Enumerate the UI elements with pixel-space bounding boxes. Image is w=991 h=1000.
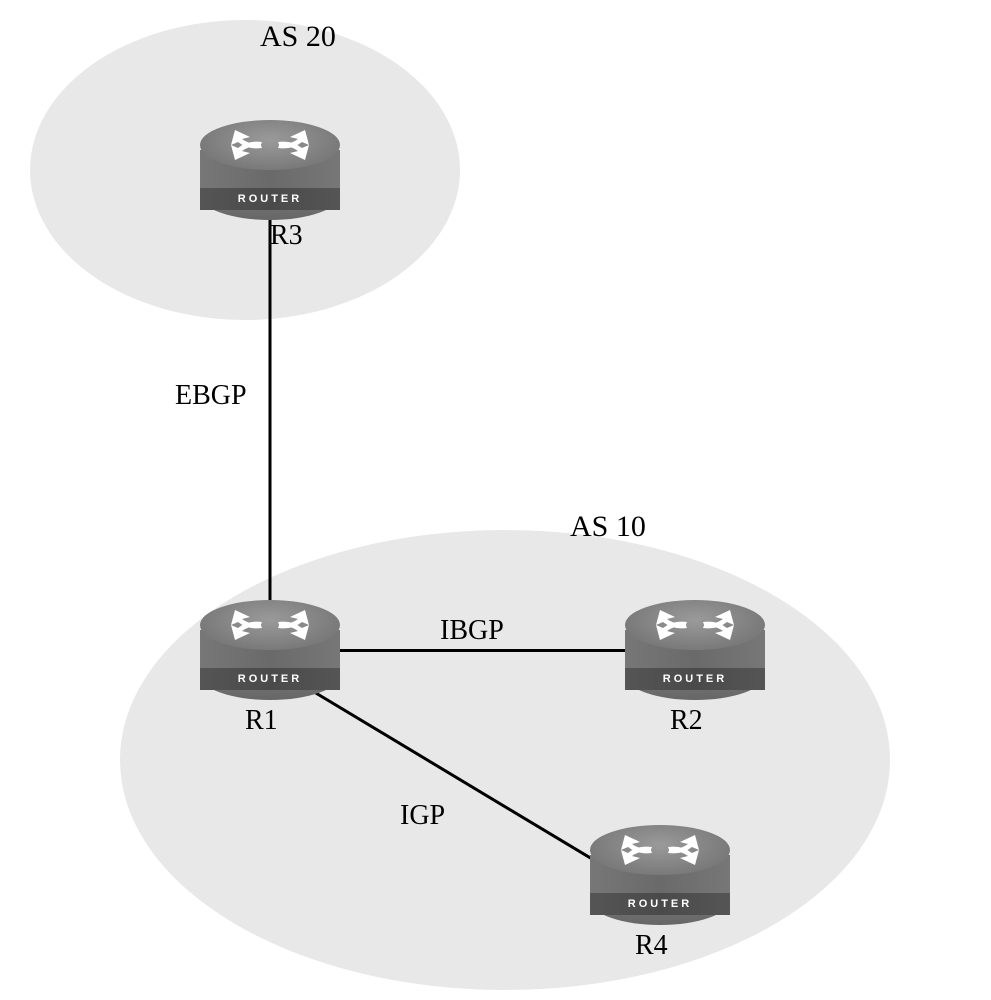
as-region-as10: [120, 530, 890, 990]
as-label-as20: AS 20: [260, 20, 336, 54]
router-band-text: ROUTER: [628, 898, 692, 910]
router-r3: ROUTER: [200, 120, 340, 220]
edge-ebgp: [269, 220, 272, 607]
router-top: [590, 825, 730, 875]
router-r4: ROUTER: [590, 825, 730, 925]
router-label-r4: R4: [635, 930, 668, 962]
router-r2: ROUTER: [625, 600, 765, 700]
edge-label-ebgp: EBGP: [175, 380, 247, 412]
router-band-text: ROUTER: [238, 193, 302, 205]
router-arrows-icon: [200, 600, 340, 650]
router-top: [625, 600, 765, 650]
router-band: ROUTER: [590, 893, 730, 915]
router-label-r2: R2: [670, 705, 703, 737]
edge-label-ibgp: IBGP: [440, 615, 504, 647]
router-band: ROUTER: [200, 188, 340, 210]
router-arrows-icon: [200, 120, 340, 170]
edge-ibgp: [340, 649, 625, 652]
router-arrows-icon: [625, 600, 765, 650]
router-r1: ROUTER: [200, 600, 340, 700]
router-band-text: ROUTER: [663, 673, 727, 685]
router-band: ROUTER: [200, 668, 340, 690]
edge-label-igp: IGP: [400, 800, 445, 832]
router-label-r1: R1: [245, 705, 278, 737]
router-arrows-icon: [590, 825, 730, 875]
as-label-as10: AS 10: [570, 510, 646, 544]
router-top: [200, 120, 340, 170]
router-top: [200, 600, 340, 650]
router-band-text: ROUTER: [238, 673, 302, 685]
router-label-r3: R3: [270, 220, 303, 252]
router-band: ROUTER: [625, 668, 765, 690]
